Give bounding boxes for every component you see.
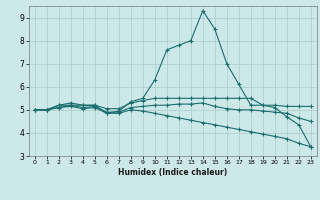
X-axis label: Humidex (Indice chaleur): Humidex (Indice chaleur) xyxy=(118,168,228,177)
